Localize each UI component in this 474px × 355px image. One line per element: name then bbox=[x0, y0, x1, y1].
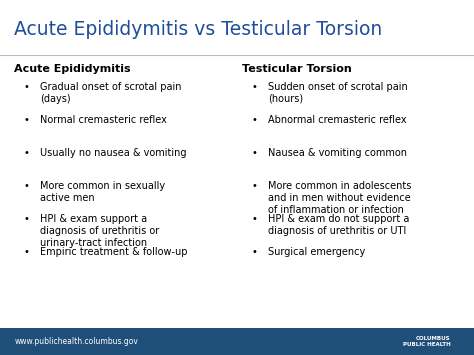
Text: COLUMBUS
PUBLIC HEALTH: COLUMBUS PUBLIC HEALTH bbox=[402, 336, 450, 347]
Text: Sudden onset of scrotal pain
(hours): Sudden onset of scrotal pain (hours) bbox=[268, 82, 408, 104]
Text: Abnormal cremasteric reflex: Abnormal cremasteric reflex bbox=[268, 115, 406, 125]
Text: Gradual onset of scrotal pain
(days): Gradual onset of scrotal pain (days) bbox=[40, 82, 182, 104]
Text: More common in sexually
active men: More common in sexually active men bbox=[40, 181, 165, 203]
Text: Surgical emergency: Surgical emergency bbox=[268, 247, 365, 257]
Text: Usually no nausea & vomiting: Usually no nausea & vomiting bbox=[40, 148, 187, 158]
Text: •: • bbox=[24, 115, 29, 125]
Text: •: • bbox=[251, 148, 257, 158]
Text: •: • bbox=[251, 247, 257, 257]
Text: •: • bbox=[251, 181, 257, 191]
Text: Normal cremasteric reflex: Normal cremasteric reflex bbox=[40, 115, 167, 125]
Text: •: • bbox=[24, 181, 29, 191]
Text: Acute Epididymitis vs Testicular Torsion: Acute Epididymitis vs Testicular Torsion bbox=[14, 20, 383, 39]
Text: More common in adolescents
and in men without evidence
of inflammation or infect: More common in adolescents and in men wi… bbox=[268, 181, 411, 215]
Text: •: • bbox=[24, 247, 29, 257]
Text: www.publichealth.columbus.gov: www.publichealth.columbus.gov bbox=[14, 337, 138, 346]
Text: Empiric treatment & follow-up: Empiric treatment & follow-up bbox=[40, 247, 188, 257]
Text: •: • bbox=[24, 214, 29, 224]
Text: HPI & exam do not support a
diagnosis of urethritis or UTI: HPI & exam do not support a diagnosis of… bbox=[268, 214, 409, 236]
Text: •: • bbox=[251, 82, 257, 92]
Text: Testicular Torsion: Testicular Torsion bbox=[242, 64, 352, 74]
Text: Nausea & vomiting common: Nausea & vomiting common bbox=[268, 148, 407, 158]
Bar bbox=[0, 328, 474, 355]
Text: Acute Epididymitis: Acute Epididymitis bbox=[14, 64, 131, 74]
Text: •: • bbox=[24, 82, 29, 92]
Text: •: • bbox=[24, 148, 29, 158]
Text: HPI & exam support a
diagnosis of urethritis or
urinary-tract infection: HPI & exam support a diagnosis of urethr… bbox=[40, 214, 160, 248]
Text: •: • bbox=[251, 214, 257, 224]
Text: •: • bbox=[251, 115, 257, 125]
